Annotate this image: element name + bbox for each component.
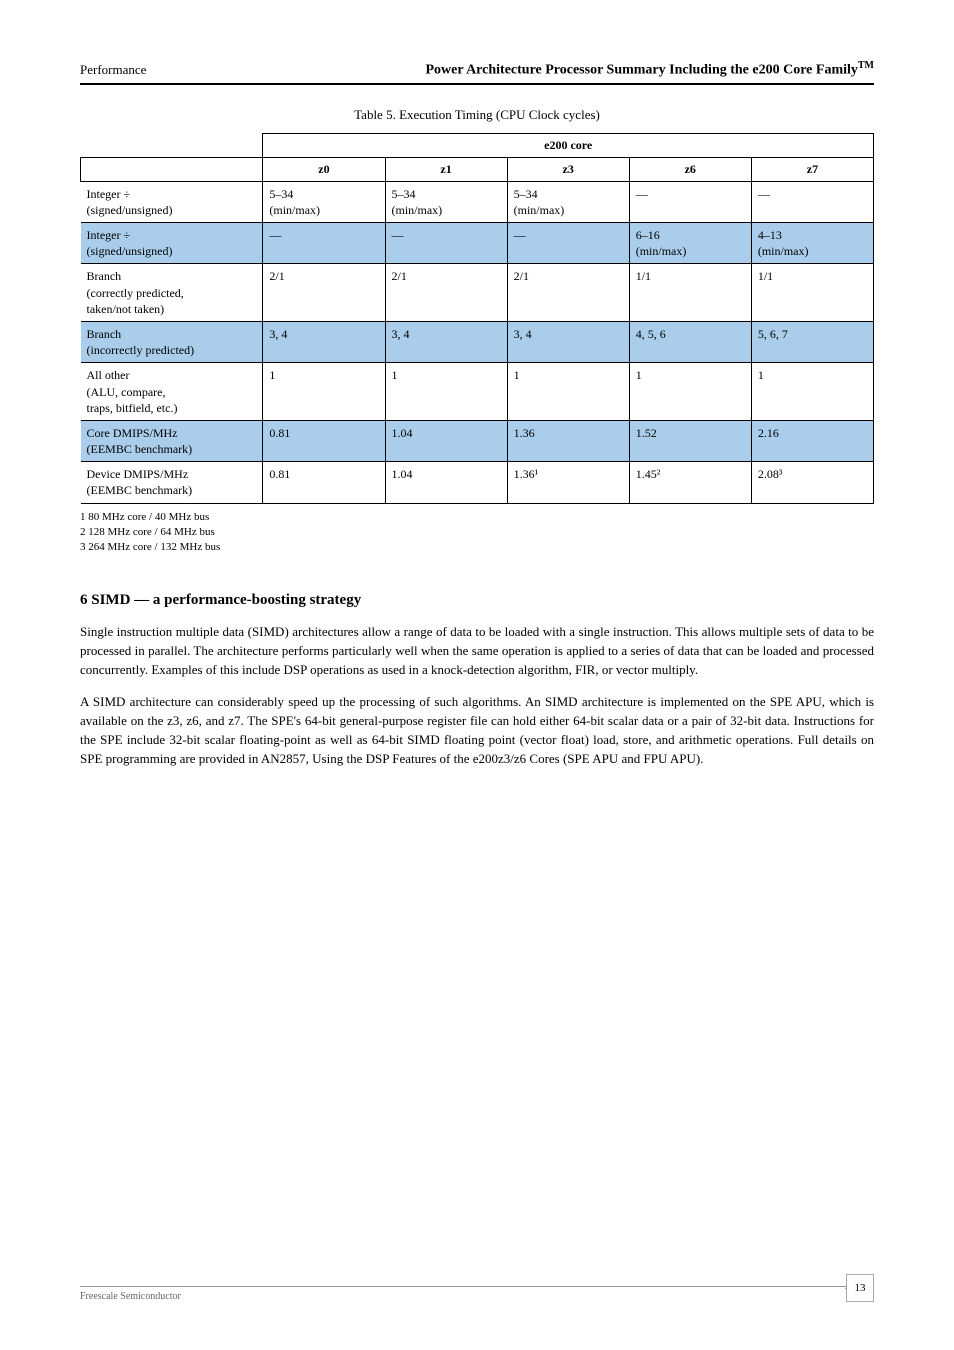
table-value-cell: 1: [507, 363, 629, 421]
page-footer: Freescale Semiconductor 13: [80, 1286, 874, 1302]
table-group-header-row: e200 core: [81, 133, 874, 157]
table-value-cell: 1.04: [385, 462, 507, 503]
table-value-cell: 0.81: [263, 420, 385, 461]
table-empty-header: [81, 133, 263, 157]
table-value-cell: 1.36¹: [507, 462, 629, 503]
table-value-cell: —: [507, 223, 629, 264]
table-value-cell: 2/1: [385, 264, 507, 322]
table-col-header: z7: [751, 157, 873, 181]
table-value-cell: 5–34(min/max): [507, 181, 629, 222]
header-section-label: Performance: [80, 62, 146, 78]
table-value-cell: —: [629, 181, 751, 222]
table-value-cell: 1: [263, 363, 385, 421]
header-product-text: Power Architecture Processor Summary Inc…: [426, 63, 858, 78]
table-col-header: z3: [507, 157, 629, 181]
table-value-cell: 5–34(min/max): [263, 181, 385, 222]
table-col-header: z0: [263, 157, 385, 181]
footnote: 2 128 MHz core / 64 MHz bus: [80, 525, 874, 540]
table-empty-header: [81, 157, 263, 181]
header-product-title: Power Architecture Processor Summary Inc…: [426, 60, 875, 79]
table-value-cell: 3, 4: [263, 321, 385, 362]
footnote: 1 80 MHz core / 40 MHz bus: [80, 510, 874, 525]
table-param-cell: Integer ÷(signed/unsigned): [81, 223, 263, 264]
table-value-cell: 5–34(min/max): [385, 181, 507, 222]
table-param-cell: Device DMIPS/MHz(EEMBC benchmark): [81, 462, 263, 503]
table-value-cell: 1.36: [507, 420, 629, 461]
table-column-header-row: z0 z1 z3 z6 z7: [81, 157, 874, 181]
table-value-cell: 0.81: [263, 462, 385, 503]
execution-timing-table: e200 core z0 z1 z3 z6 z7 Integer ÷(signe…: [80, 133, 874, 504]
table-row: Core DMIPS/MHz(EEMBC benchmark)0.811.041…: [81, 420, 874, 461]
table-value-cell: —: [385, 223, 507, 264]
table-row: Device DMIPS/MHz(EEMBC benchmark)0.811.0…: [81, 462, 874, 503]
table-value-cell: 1/1: [629, 264, 751, 322]
table-value-cell: 1: [629, 363, 751, 421]
table-value-cell: —: [751, 181, 873, 222]
table-value-cell: 2/1: [263, 264, 385, 322]
table-value-cell: 1: [385, 363, 507, 421]
paragraph: A SIMD architecture can considerably spe…: [80, 693, 874, 768]
table-row: Integer ÷(signed/unsigned)5–34(min/max)5…: [81, 181, 874, 222]
table-value-cell: 2/1: [507, 264, 629, 322]
table-value-cell: 1: [751, 363, 873, 421]
table-param-cell: Branch(correctly predicted,taken/not tak…: [81, 264, 263, 322]
table-group-header: e200 core: [263, 133, 874, 157]
table-value-cell: 3, 4: [385, 321, 507, 362]
table-caption: Table 5. Execution Timing (CPU Clock cyc…: [80, 107, 874, 123]
table-row: All other(ALU, compare,traps, bitfield, …: [81, 363, 874, 421]
table-row: Branch(incorrectly predicted)3, 43, 43, …: [81, 321, 874, 362]
section-title: 6 SIMD — a performance-boosting strategy: [80, 592, 874, 609]
table-value-cell: 3, 4: [507, 321, 629, 362]
page-number: 13: [855, 1282, 866, 1294]
trademark-symbol: TM: [858, 60, 874, 71]
table-col-header: z1: [385, 157, 507, 181]
table-value-cell: 1.45²: [629, 462, 751, 503]
table-footnotes: 1 80 MHz core / 40 MHz bus2 128 MHz core…: [80, 510, 874, 556]
paragraph: Single instruction multiple data (SIMD) …: [80, 623, 874, 680]
table-value-cell: 5, 6, 7: [751, 321, 873, 362]
table-param-cell: Integer ÷(signed/unsigned): [81, 181, 263, 222]
footnote: 3 264 MHz core / 132 MHz bus: [80, 540, 874, 555]
table-row: Integer ÷(signed/unsigned)———6–16(min/ma…: [81, 223, 874, 264]
table-value-cell: 1/1: [751, 264, 873, 322]
table-value-cell: 2.08³: [751, 462, 873, 503]
table-col-header: z6: [629, 157, 751, 181]
page-header: Performance Power Architecture Processor…: [80, 60, 874, 85]
page-number-box: 13: [846, 1274, 874, 1302]
table-value-cell: 1.04: [385, 420, 507, 461]
footer-company: Freescale Semiconductor: [80, 1287, 846, 1302]
table-param-cell: All other(ALU, compare,traps, bitfield, …: [81, 363, 263, 421]
table-value-cell: 6–16(min/max): [629, 223, 751, 264]
table-value-cell: —: [263, 223, 385, 264]
section-body: Single instruction multiple data (SIMD) …: [80, 623, 874, 769]
table-param-cell: Core DMIPS/MHz(EEMBC benchmark): [81, 420, 263, 461]
table-row: Branch(correctly predicted,taken/not tak…: [81, 264, 874, 322]
table-value-cell: 1.52: [629, 420, 751, 461]
table-value-cell: 4, 5, 6: [629, 321, 751, 362]
table-value-cell: 2.16: [751, 420, 873, 461]
table-value-cell: 4–13(min/max): [751, 223, 873, 264]
table-param-cell: Branch(incorrectly predicted): [81, 321, 263, 362]
